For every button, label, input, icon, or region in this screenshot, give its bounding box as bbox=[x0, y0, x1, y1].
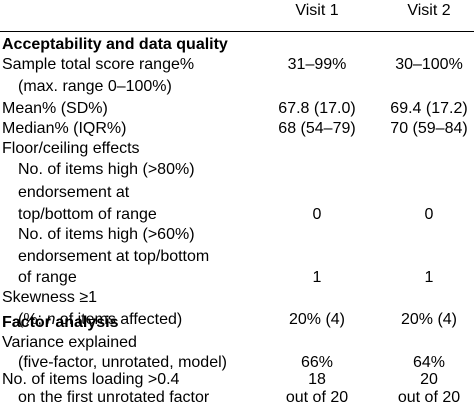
row-label-suffix: of items affected) bbox=[55, 311, 183, 328]
row-value-visit-2: 30–100% bbox=[395, 56, 463, 73]
section-heading: Acceptability and data quality bbox=[2, 36, 228, 53]
section-heading: Factor analysis bbox=[2, 314, 119, 331]
row-label: No. of items high (>60%) bbox=[18, 226, 195, 243]
row-label: Variance explained bbox=[2, 334, 137, 351]
row-value-visit-2: 69.4 (17.2) bbox=[390, 100, 468, 117]
table-row: No. of items high (>80%) bbox=[0, 159, 474, 181]
table-row: No. of items loading >0.4 18 20 bbox=[0, 370, 474, 392]
table-row: Variance explained bbox=[0, 332, 474, 354]
header-visit-1: Visit 1 bbox=[295, 2, 339, 19]
row-value-visit-2: 0 bbox=[424, 206, 434, 223]
table-row: (max. range 0–100%) bbox=[0, 76, 474, 98]
row-value-visit-1: 20% (4) bbox=[288, 311, 346, 328]
table-row: (five-factor, unrotated, model) 66% 64% bbox=[0, 352, 474, 374]
row-value-visit-1: 31–99% bbox=[287, 56, 347, 73]
row-label: on the first unrotated factor bbox=[18, 389, 210, 406]
row-value-visit-1: 1 bbox=[312, 269, 322, 286]
row-value-visit-2: 20 bbox=[420, 371, 438, 388]
row-label: Floor/ceiling effects bbox=[2, 140, 140, 157]
row-label: (five-factor, unrotated, model) bbox=[18, 354, 227, 371]
table-row: Skewness ≥1 bbox=[0, 287, 474, 309]
row-value-visit-1: 0 bbox=[312, 206, 322, 223]
row-value-visit-1: 68 (54–79) bbox=[278, 120, 356, 137]
table-row: (%; n of items affected) 20% (4) 20% (4) bbox=[0, 309, 474, 331]
row-value-visit-1: out of 20 bbox=[285, 389, 349, 406]
header-visit-2: Visit 2 bbox=[407, 2, 451, 19]
table-row: on the first unrotated factor out of 20 ou… bbox=[0, 388, 474, 408]
table-row: Mean% (SD%) 67.8 (17.0) 69.4 (17.2) bbox=[0, 98, 474, 120]
row-label: top/bottom of range bbox=[18, 206, 157, 223]
table-row: Median% (IQR%) 68 (54–79) 70 (59–84) bbox=[0, 118, 474, 140]
row-value-visit-1: 67.8 (17.0) bbox=[278, 100, 356, 117]
table-row: endorsement at top/bottom bbox=[0, 246, 474, 268]
row-label: (max. range 0–100%) bbox=[18, 78, 172, 95]
header-rule bbox=[0, 31, 474, 32]
table-row: endorsement at bbox=[0, 182, 474, 204]
row-value-visit-1: 66% bbox=[300, 354, 334, 371]
row-value-visit-2: 70 (59–84) bbox=[390, 120, 468, 137]
table-header-row: Visit 1 Visit 2 bbox=[0, 0, 474, 22]
row-label: endorsement at top/bottom bbox=[18, 248, 210, 265]
row-value-visit-2: 20% (4) bbox=[400, 311, 458, 328]
row-label-italic: n bbox=[46, 311, 56, 328]
section-heading-row: Acceptability and data quality bbox=[0, 34, 474, 56]
row-label: Median% (IQR%) bbox=[2, 120, 127, 137]
row-value-visit-2: 64% bbox=[412, 354, 446, 371]
row-label: No. of items loading >0.4 bbox=[2, 370, 179, 390]
row-label: of range bbox=[18, 269, 77, 286]
table-row: of range 1 1 bbox=[0, 267, 474, 289]
row-value-visit-2: out of 20 bbox=[397, 389, 461, 406]
row-label: No. of items high (>80%) bbox=[18, 161, 195, 178]
row-label-line-1: No. of items loading >0.4 bbox=[2, 371, 180, 388]
row-label: Sample total score range% bbox=[2, 56, 195, 73]
row-label: endorsement at bbox=[18, 184, 130, 201]
row-value-visit-1: 18 bbox=[308, 371, 326, 388]
table-row: No. of items high (>60%) bbox=[0, 224, 474, 246]
table-row: Sample total score range% 31–99% 30–100% bbox=[0, 54, 474, 76]
row-label: Skewness ≥1 bbox=[2, 289, 98, 306]
row-label: Mean% (SD%) bbox=[2, 100, 108, 117]
row-label-prefix: (%; bbox=[18, 311, 47, 328]
section-heading-row: Factor analysis bbox=[0, 312, 474, 334]
table-row: Floor/ceiling effects bbox=[0, 138, 474, 160]
row-value-visit-2: 1 bbox=[424, 269, 434, 286]
row-label: (%; n of items affected) bbox=[18, 309, 182, 331]
table-row: top/bottom of range 0 0 bbox=[0, 204, 474, 226]
